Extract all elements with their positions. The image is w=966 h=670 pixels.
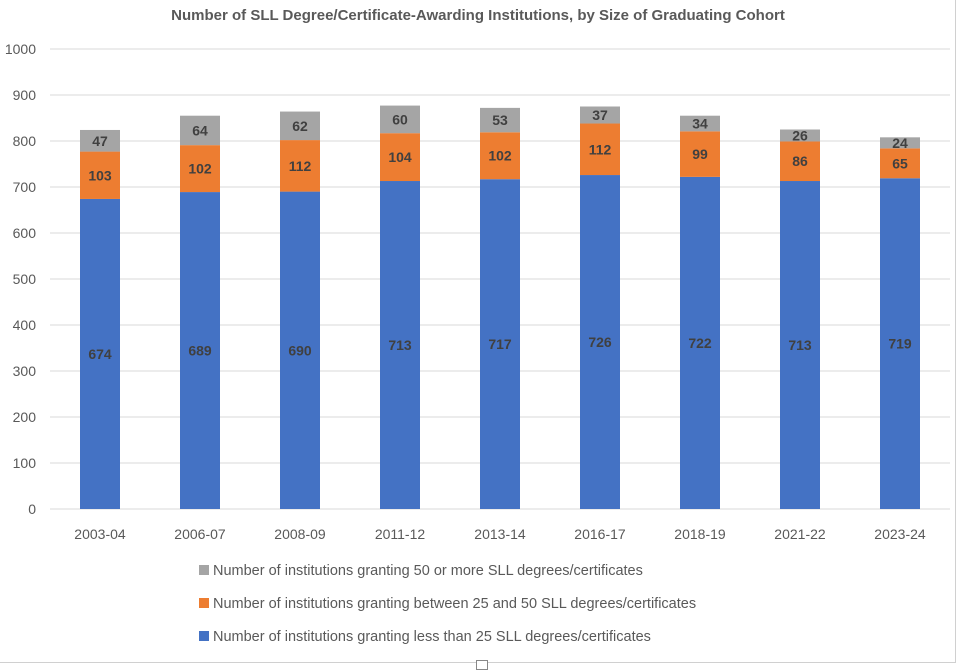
bar-segment <box>80 198 120 509</box>
bar-segment <box>80 129 120 152</box>
legend-swatch <box>199 631 209 641</box>
bar-segment <box>280 140 320 192</box>
y-tick-label: 400 <box>13 317 37 333</box>
data-label: 24 <box>892 135 908 151</box>
y-tick-label: 600 <box>13 225 37 241</box>
x-tick-label: 2003-04 <box>74 526 126 542</box>
x-tick-label: 2023-24 <box>874 526 926 542</box>
data-label: 104 <box>388 149 412 165</box>
y-tick-label: 1000 <box>5 41 36 57</box>
y-tick-label: 900 <box>13 87 37 103</box>
legend-swatch <box>199 598 209 608</box>
data-label: 53 <box>492 112 508 128</box>
data-label: 34 <box>692 116 708 132</box>
x-tick-label: 2013-14 <box>474 526 526 542</box>
legend-swatch <box>199 565 209 575</box>
y-tick-label: 500 <box>13 271 37 287</box>
y-tick-label: 800 <box>13 133 37 149</box>
legend-label: Number of institutions granting 50 or mo… <box>213 563 643 579</box>
data-label: 102 <box>188 161 212 177</box>
data-label: 102 <box>488 148 512 164</box>
bar-segment <box>380 133 420 182</box>
x-tick-label: 2018-19 <box>674 526 726 542</box>
bar-segment <box>880 137 920 149</box>
bar-segment <box>480 132 520 180</box>
data-label: 112 <box>289 158 312 174</box>
bar-segment <box>780 129 820 142</box>
data-label: 60 <box>392 111 408 127</box>
data-label: 717 <box>488 336 512 352</box>
data-label: 690 <box>288 342 312 358</box>
data-label: 112 <box>589 141 612 157</box>
legend-label: Number of institutions granting between … <box>213 596 696 612</box>
x-tick-label: 2011-12 <box>375 526 426 542</box>
data-label: 26 <box>792 127 808 143</box>
bar-segment <box>880 178 920 509</box>
y-tick-label: 0 <box>28 501 36 517</box>
bar-segment <box>280 191 320 509</box>
x-tick-label: 2006-07 <box>174 526 226 542</box>
data-label: 65 <box>892 155 908 171</box>
bar-segment <box>480 179 520 509</box>
bar-segment <box>580 106 620 124</box>
data-label: 99 <box>692 146 708 162</box>
data-label: 726 <box>588 334 612 350</box>
bar-segment <box>680 131 720 177</box>
chart-title: Number of SLL Degree/Certificate-Awardin… <box>171 7 785 24</box>
data-label: 64 <box>192 122 208 138</box>
bar-segment <box>780 141 820 182</box>
data-label: 713 <box>388 337 412 353</box>
data-label: 47 <box>92 133 108 149</box>
data-label: 689 <box>188 343 212 359</box>
data-label: 103 <box>88 167 112 183</box>
bar-segment <box>180 145 220 193</box>
bar-segment <box>680 115 720 132</box>
bar-segment <box>680 176 720 509</box>
bar-segment <box>580 175 620 510</box>
bar-segment <box>180 192 220 509</box>
x-tick-label: 2008-09 <box>274 526 326 542</box>
y-tick-label: 300 <box>13 363 37 379</box>
bar-segment <box>180 115 220 146</box>
data-label: 719 <box>888 336 912 352</box>
data-label: 37 <box>592 107 608 123</box>
resize-handle[interactable] <box>476 660 488 670</box>
bar-segment <box>380 181 420 509</box>
data-label: 722 <box>688 335 712 351</box>
data-label: 713 <box>788 337 812 353</box>
bar-segment <box>580 123 620 176</box>
bar-segment <box>380 105 420 134</box>
y-tick-label: 200 <box>13 409 37 425</box>
bar-segment <box>280 111 320 141</box>
data-label: 674 <box>88 346 112 362</box>
data-label: 62 <box>292 118 308 134</box>
data-label: 86 <box>792 153 808 169</box>
x-tick-label: 2021-22 <box>774 526 826 542</box>
y-tick-label: 100 <box>13 455 37 471</box>
y-tick-label: 700 <box>13 179 37 195</box>
x-tick-label: 2016-17 <box>574 526 626 542</box>
bar-segment <box>80 151 120 199</box>
legend-label: Number of institutions granting less tha… <box>213 629 651 645</box>
bar-segment <box>480 107 520 133</box>
bar-segment <box>880 148 920 179</box>
bar-segment <box>780 181 820 509</box>
